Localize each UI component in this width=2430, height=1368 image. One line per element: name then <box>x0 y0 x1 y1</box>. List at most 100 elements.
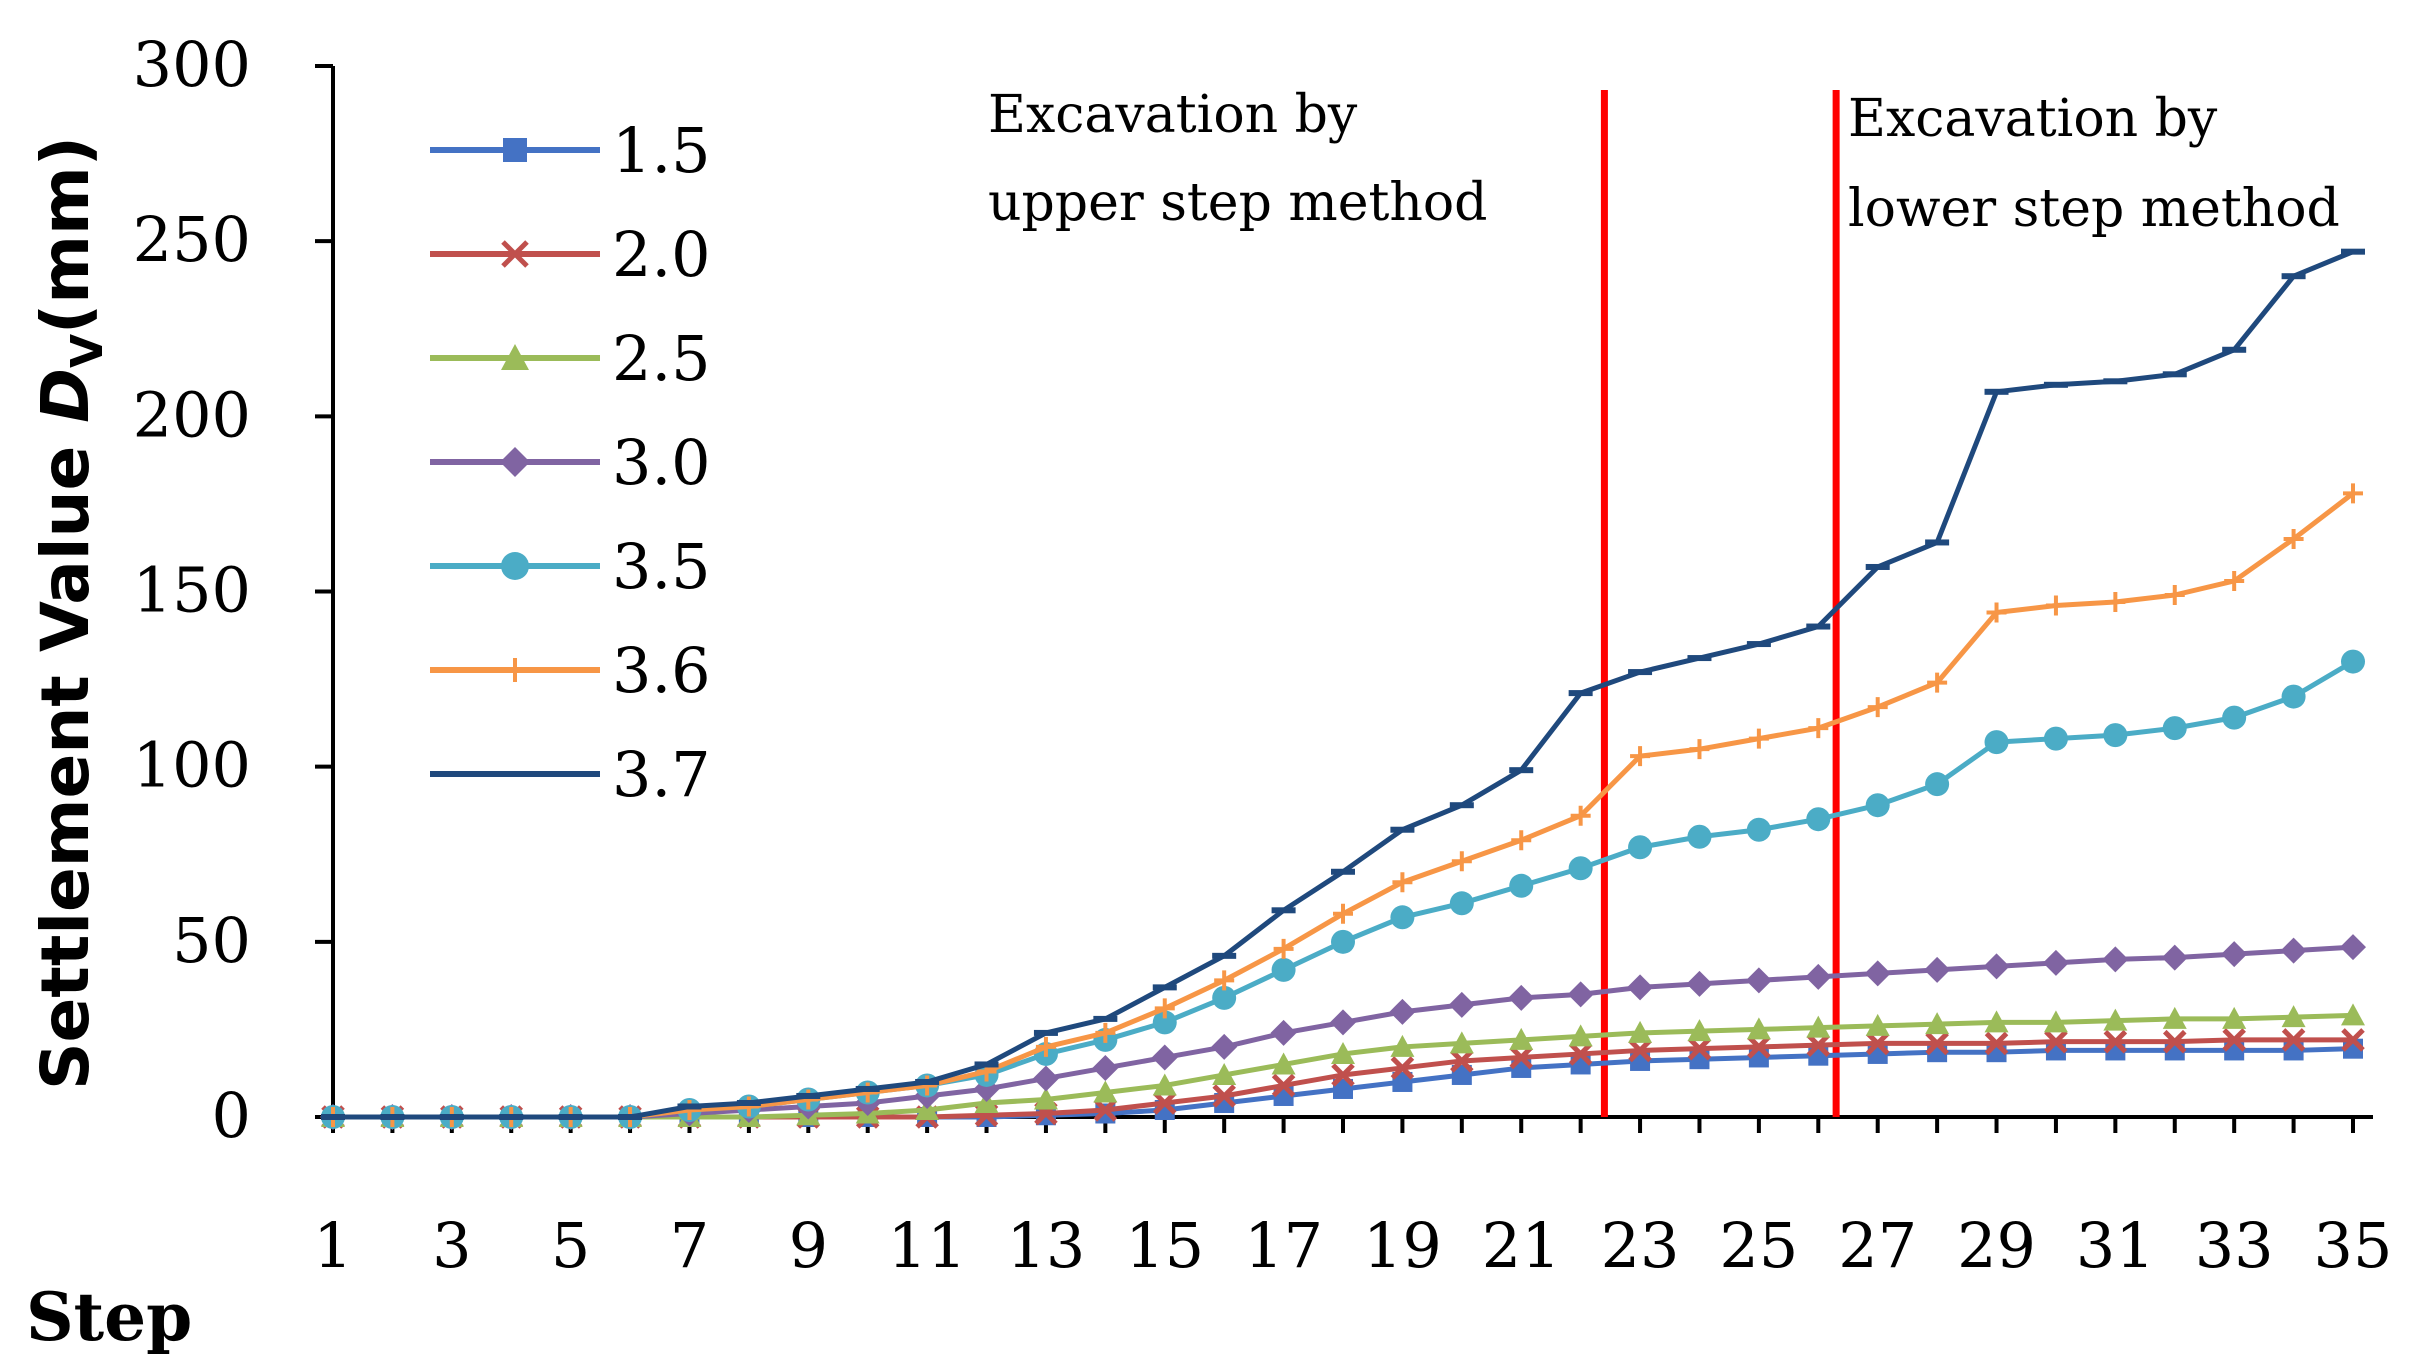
data-point-3.6 <box>1214 970 1235 991</box>
legend-marker <box>501 552 529 580</box>
x-tick-label: 15 <box>1125 1209 1204 1282</box>
x-tick-label: 19 <box>1363 1209 1442 1282</box>
x-tick-label: 9 <box>789 1209 828 1282</box>
data-point-3.0 <box>1508 984 1535 1011</box>
data-point-2.5 <box>1628 1020 1653 1043</box>
data-point-3.7 <box>1093 1015 1118 1022</box>
data-point-3.5 <box>1509 873 1534 898</box>
data-point-2.5 <box>1509 1027 1534 1050</box>
data-point-3.7 <box>796 1092 821 1099</box>
data-point-3.5 <box>2341 649 2365 674</box>
data-point-3.5 <box>1628 835 1653 860</box>
x-tick-label: 35 <box>2314 1209 2393 1282</box>
series-3.7 <box>321 248 2365 1120</box>
data-point-3.7 <box>1212 952 1237 959</box>
x-axis-title: Step <box>26 1278 192 1356</box>
annotation-lower-line2: lower step method <box>1848 179 2340 239</box>
y-axis-title-unit: (mm) <box>27 136 104 334</box>
data-point-3.6 <box>1511 830 1532 851</box>
y-axis-title: Settlement Value DV(mm) <box>27 136 113 1090</box>
data-point-1.5 <box>1392 1071 1413 1092</box>
data-point-3.0 <box>1092 1054 1119 1081</box>
data-point-3.0 <box>2280 937 2307 964</box>
data-point-2.5 <box>1746 1017 1771 1040</box>
data-point-2.0 <box>1865 1031 1890 1056</box>
x-tick-label: 17 <box>1244 1209 1323 1282</box>
data-point-3.6 <box>798 1089 819 1110</box>
data-point-3.6 <box>1451 851 1472 872</box>
data-point-3.7 <box>2162 371 2187 378</box>
legend-marker <box>503 658 527 682</box>
y-tick-label: 250 <box>133 203 251 276</box>
data-point-2.5 <box>1390 1034 1415 1057</box>
data-point-3.7 <box>915 1078 940 1085</box>
y-tick-label: 0 <box>212 1079 251 1152</box>
data-point-1.5 <box>1451 1064 1472 1085</box>
x-tick-label: 11 <box>888 1209 967 1282</box>
data-point-3.7 <box>1568 690 1593 697</box>
data-point-3.5 <box>1331 929 1355 954</box>
data-point-2.0 <box>1152 1091 1177 1115</box>
data-point-2.5 <box>1212 1062 1237 1085</box>
legend-marker <box>500 447 530 477</box>
data-point-2.5 <box>915 1097 940 1120</box>
annotation-upper-line1: Excavation by <box>988 85 1358 145</box>
data-point-3.7 <box>2341 248 2365 255</box>
data-point-3.6 <box>1808 718 1829 739</box>
legend-item-2.0: 2.0 <box>430 218 711 291</box>
annotation-lower-line1: Excavation by <box>1848 89 2218 149</box>
data-point-3.0 <box>2161 944 2188 971</box>
data-point-3.0 <box>1567 981 1594 1008</box>
data-point-3.7 <box>1687 655 1712 662</box>
data-point-3.5 <box>1568 856 1593 881</box>
data-point-2.0 <box>1747 1035 1771 1059</box>
data-point-2.0 <box>1806 1033 1831 1057</box>
data-point-3.6 <box>738 1096 759 1117</box>
data-point-3.5 <box>2043 726 2068 751</box>
y-tick-label: 50 <box>172 904 251 977</box>
data-point-3.7 <box>558 1114 583 1120</box>
data-point-3.5 <box>1746 817 1771 842</box>
data-point-3.0 <box>2221 941 2248 968</box>
data-point-3.6 <box>1630 746 1651 767</box>
data-point-3.7 <box>1331 868 1355 875</box>
data-point-2.0 <box>1390 1056 1415 1080</box>
data-point-3.6 <box>1689 739 1710 760</box>
data-point-3.0 <box>2340 934 2366 961</box>
data-point-3.5 <box>1152 1010 1177 1035</box>
data-point-3.7 <box>439 1114 464 1120</box>
data-point-3.6 <box>857 1082 878 1103</box>
x-tick-label: 1 <box>313 1209 352 1282</box>
data-point-3.5 <box>2222 705 2247 730</box>
y-axis-title-text: Settlement Value <box>27 423 104 1090</box>
x-tick-label: 27 <box>1838 1209 1917 1282</box>
y-tick-label: 150 <box>133 554 251 627</box>
data-point-3.6 <box>1035 1036 1056 1057</box>
data-point-3.5 <box>2162 716 2187 741</box>
data-point-3.6 <box>2283 528 2304 549</box>
data-point-3.0 <box>1686 970 1713 997</box>
legend: 1.5 2.0 2.5 3.0 3.5 3.6 3.7 <box>430 114 711 811</box>
data-point-3.7 <box>855 1085 880 1092</box>
y-tick-label: 200 <box>133 378 251 451</box>
legend-label: 3.7 <box>612 738 711 811</box>
data-point-2.0 <box>2103 1029 2128 1054</box>
data-point-1.5 <box>1333 1078 1353 1099</box>
data-point-3.6 <box>1392 872 1413 893</box>
data-point-3.5 <box>1865 793 1890 818</box>
data-point-3.0 <box>1745 967 1772 994</box>
data-point-2.5 <box>1806 1015 1831 1038</box>
data-point-3.6 <box>1333 903 1353 924</box>
data-point-2.5 <box>1093 1080 1118 1103</box>
data-point-3.5 <box>1806 807 1831 832</box>
data-point-2.0 <box>1271 1073 1296 1098</box>
legend-marker <box>501 771 529 777</box>
data-point-2.5 <box>2341 1003 2365 1026</box>
data-point-2.5 <box>2162 1006 2187 1029</box>
data-point-3.7 <box>1984 388 2009 395</box>
series-layer <box>320 248 2366 1130</box>
data-point-2.0 <box>2044 1029 2068 1054</box>
legend-item-2.5: 2.5 <box>430 322 711 395</box>
data-point-2.5 <box>974 1090 999 1113</box>
